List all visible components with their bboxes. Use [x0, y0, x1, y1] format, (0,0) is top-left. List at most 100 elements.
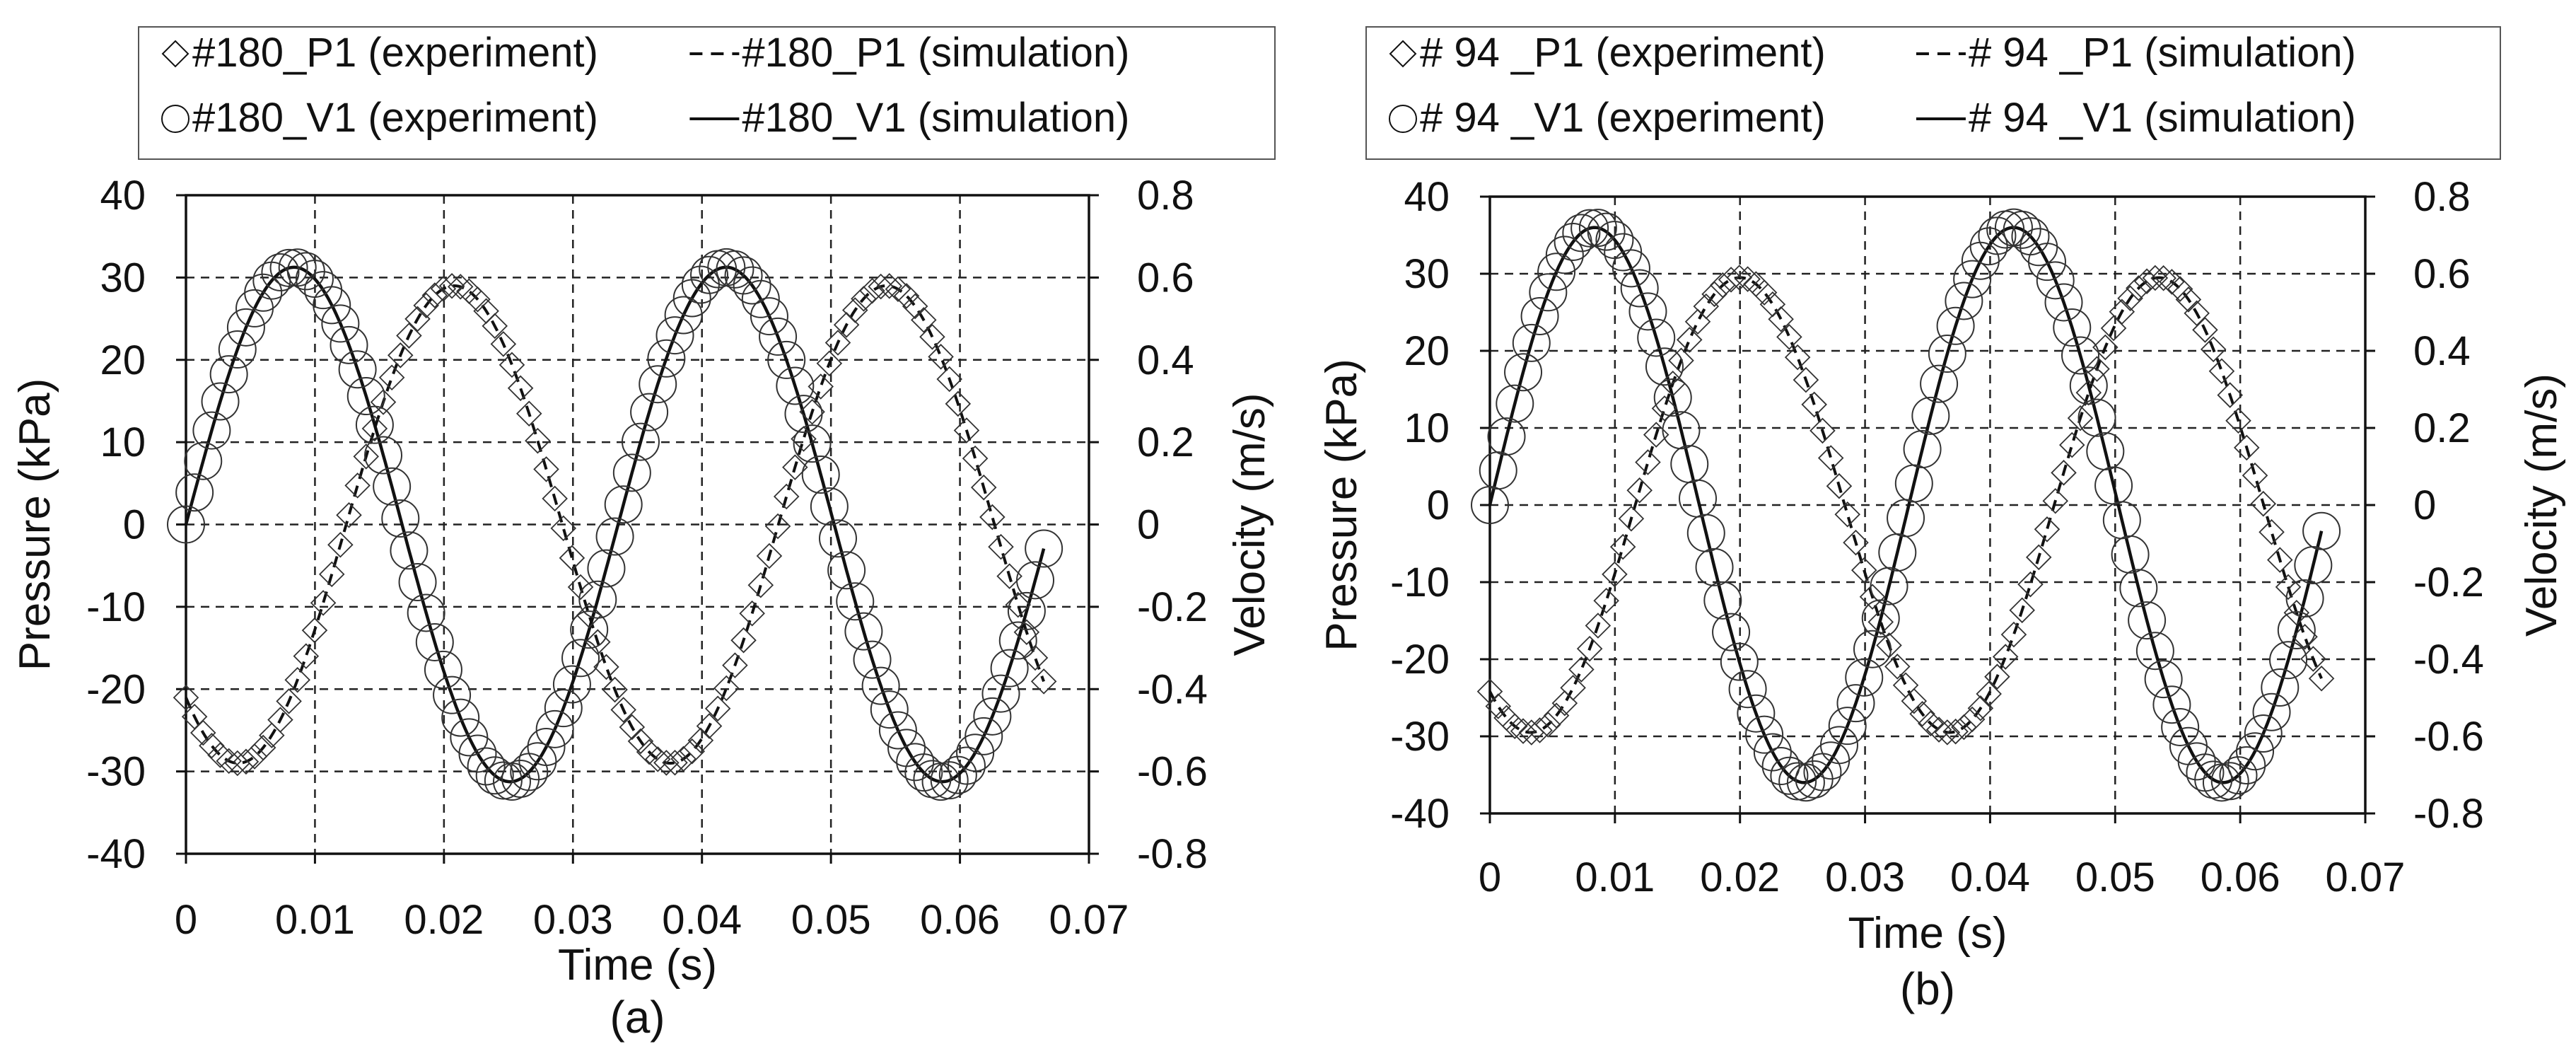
velocity-experiment-point: [467, 747, 506, 786]
pressure-experiment-point: [662, 749, 688, 776]
pressure-experiment-point: [713, 675, 740, 702]
velocity-experiment-point: [209, 355, 248, 394]
pressure-experiment-point: [644, 746, 671, 772]
velocity-experiment-point: [2210, 762, 2249, 801]
velocity-experiment-point: [776, 366, 815, 405]
pressure-experiment-point: [902, 293, 928, 320]
pressure-experiment-point: [1909, 701, 1935, 727]
velocity-experiment-point: [201, 382, 240, 421]
pressure-experiment-point: [1934, 719, 1961, 746]
velocity-experiment-point: [1545, 236, 1584, 274]
velocity-experiment-point: [1587, 212, 1626, 251]
x-axis-title: Time (s): [558, 941, 717, 990]
y2-tick-label: 0: [2413, 482, 2436, 528]
x-tick-label: 0.02: [1700, 854, 1780, 900]
pressure-experiment-point: [2084, 356, 2110, 382]
pressure-experiment-point: [1809, 417, 1836, 444]
velocity-experiment-point: [398, 562, 437, 601]
velocity-experiment-point: [381, 499, 420, 538]
pressure-experiment-point: [653, 750, 680, 776]
velocity-experiment-point: [621, 422, 660, 461]
pressure-experiment-point: [747, 572, 774, 598]
legend-label: #180_V1 (simulation): [742, 95, 1129, 141]
velocity-experiment-point: [175, 473, 214, 512]
pressure-experiment-point: [2034, 516, 2061, 543]
pressure-experiment-point: [953, 417, 980, 443]
velocity-experiment-point: [2119, 569, 2158, 608]
y2-tick-label: 0.6: [2413, 251, 2471, 297]
pressure-experiment-point: [1959, 706, 1986, 733]
velocity-experiment-point: [938, 755, 977, 794]
pressure-experiment-point: [730, 627, 757, 654]
pressure-experiment-point: [2126, 275, 2152, 301]
pressure-experiment-point: [1826, 472, 1853, 499]
pressure-experiment-point: [310, 590, 337, 616]
chart-panel-b: # 94 _P1 (experiment) # 94 _P1 (simulatio…: [1317, 26, 2566, 1014]
pressure-experiment-point: [533, 456, 559, 482]
legend-marker-circle: [1389, 105, 1417, 133]
velocity-experiment-point: [364, 436, 403, 475]
velocity-experiment-point: [1978, 216, 2017, 255]
pressure-experiment-point: [1793, 366, 1819, 393]
x-tick-label: 0: [175, 897, 197, 943]
pressure-experiment-point: [2225, 407, 2251, 434]
x-tick-label: 0.06: [2201, 854, 2280, 900]
pressure-experiment-point: [301, 617, 328, 644]
velocity-experiment-point: [544, 689, 583, 728]
pressure-experiment-point: [722, 652, 748, 678]
velocity-experiment-point: [1637, 318, 1676, 357]
velocity-experiment-point: [2053, 308, 2092, 347]
pressure-experiment-point: [318, 561, 345, 588]
pressure-experiment-point: [490, 331, 517, 357]
velocity-experiment-point: [1520, 296, 1559, 335]
pressure-experiment-point: [576, 602, 602, 629]
pressure-experiment-point: [267, 707, 293, 733]
pressure-experiment-point: [1643, 422, 1669, 448]
pressure-experiment-point: [928, 344, 954, 370]
pressure-experiment-point: [1918, 710, 1944, 737]
y-axis-title: Pressure (kPa): [11, 378, 59, 671]
velocity-experiment-point: [192, 411, 231, 450]
y-axis-title: Pressure (kPa): [1317, 359, 1366, 651]
velocity-experiment-point: [818, 519, 857, 558]
pressure-experiment-point: [1834, 501, 1860, 528]
y2-axis-title: Velocity (m/s): [2517, 373, 2566, 637]
pressure-experiment-point: [782, 454, 808, 480]
x-tick-label: 0.06: [920, 897, 1000, 943]
pressure-experiment-point: [216, 748, 242, 775]
pressure-experiment-point: [233, 748, 260, 775]
pressure-experiment-point: [1735, 266, 1761, 292]
pressure-experiment-point: [936, 366, 962, 393]
pressure-experiment-point: [679, 738, 706, 765]
velocity-experiment-point: [561, 639, 600, 678]
y-tick-label: 0: [123, 502, 146, 548]
velocity-experiment-point: [578, 580, 617, 619]
pressure-experiment-point: [945, 390, 972, 417]
velocity-experiment-point: [1836, 684, 1875, 723]
velocity-experiment-point: [904, 753, 943, 792]
pressure-experiment-point: [2208, 358, 2235, 385]
velocity-experiment-point: [226, 308, 265, 347]
velocity-experiment-point: [415, 622, 454, 661]
velocity-experiment-point: [1828, 707, 1867, 746]
y2-tick-label: -0.4: [1137, 666, 1208, 712]
pressure-experiment-point: [2275, 574, 2302, 601]
velocity-experiment-point: [355, 405, 394, 444]
pressure-experiment-point: [619, 714, 646, 741]
velocity-experiment-point: [750, 297, 788, 336]
pressure-experiment-point: [1543, 702, 1570, 729]
velocity-experiment-point: [390, 531, 429, 570]
pressure-experiment-point: [764, 513, 791, 540]
x-tick-label: 0.07: [1049, 897, 1129, 943]
y2-tick-label: 0.2: [1137, 419, 1194, 465]
panel-label: (a): [610, 992, 665, 1043]
y-tick-label: 10: [100, 419, 146, 465]
pressure-experiment-point: [1585, 613, 1612, 639]
velocity-experiment-point: [1537, 253, 1576, 291]
pressure-experiment-point: [1867, 609, 1894, 635]
velocity-experiment-point: [1487, 417, 1526, 456]
velocity-experiment-point: [793, 424, 832, 463]
x-tick-label: 0.02: [404, 897, 484, 943]
pressure-experiment-point: [1618, 506, 1645, 532]
velocity-experiment-point: [1903, 430, 1942, 469]
